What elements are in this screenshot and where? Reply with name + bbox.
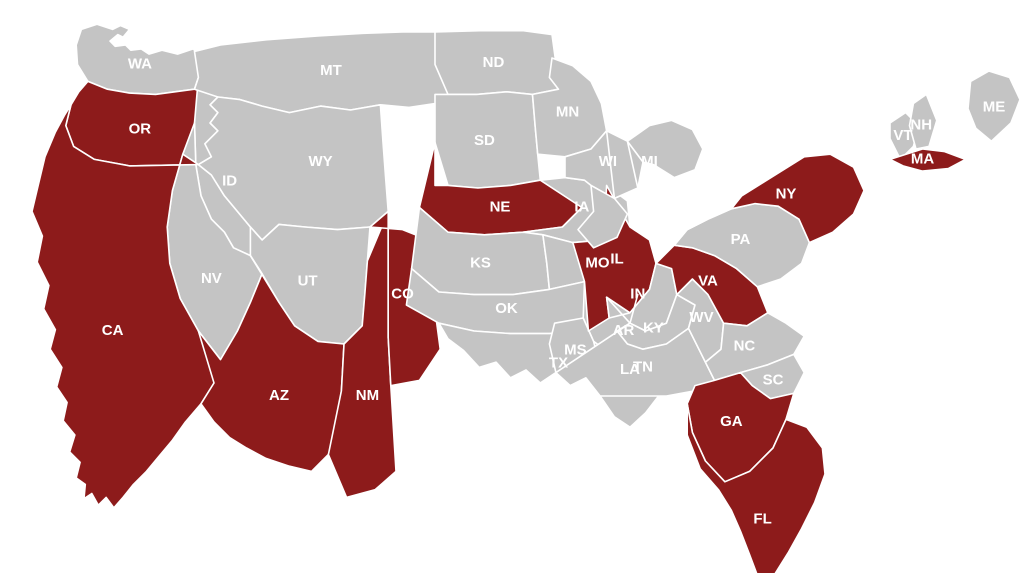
svg-text:AR: AR [613, 322, 635, 339]
svg-text:NE: NE [490, 198, 511, 215]
svg-text:ID: ID [222, 172, 237, 189]
svg-text:FL: FL [753, 510, 771, 527]
svg-text:ME: ME [983, 98, 1006, 115]
svg-text:CA: CA [102, 322, 124, 339]
svg-text:ND: ND [483, 54, 505, 71]
svg-text:NY: NY [776, 185, 797, 202]
svg-text:KY: KY [643, 319, 664, 336]
svg-text:WI: WI [599, 153, 617, 170]
svg-text:MS: MS [564, 341, 587, 358]
svg-text:MT: MT [320, 62, 342, 79]
svg-text:MN: MN [556, 104, 579, 121]
svg-text:WV: WV [689, 309, 713, 326]
svg-text:NC: NC [734, 338, 756, 355]
svg-text:VA: VA [698, 273, 718, 290]
svg-text:NV: NV [201, 270, 222, 287]
svg-text:MA: MA [911, 150, 934, 167]
svg-text:UT: UT [298, 273, 318, 290]
svg-text:MI: MI [641, 153, 658, 170]
svg-text:TN: TN [633, 358, 653, 375]
svg-text:SD: SD [474, 132, 495, 149]
svg-text:CO: CO [391, 286, 414, 303]
svg-text:AZ: AZ [269, 387, 289, 404]
svg-text:MO: MO [585, 254, 609, 271]
svg-text:PA: PA [731, 231, 751, 248]
svg-text:OR: OR [129, 120, 152, 137]
svg-text:GA: GA [720, 413, 743, 430]
svg-text:IN: IN [630, 286, 645, 303]
svg-text:NH: NH [910, 117, 932, 134]
svg-text:IA: IA [574, 198, 589, 215]
svg-text:KS: KS [470, 254, 491, 271]
svg-text:SC: SC [763, 371, 784, 388]
svg-text:IL: IL [610, 250, 623, 267]
svg-text:OK: OK [495, 300, 518, 317]
svg-text:WY: WY [309, 153, 333, 170]
svg-text:WA: WA [128, 55, 152, 72]
svg-text:NM: NM [356, 387, 379, 404]
